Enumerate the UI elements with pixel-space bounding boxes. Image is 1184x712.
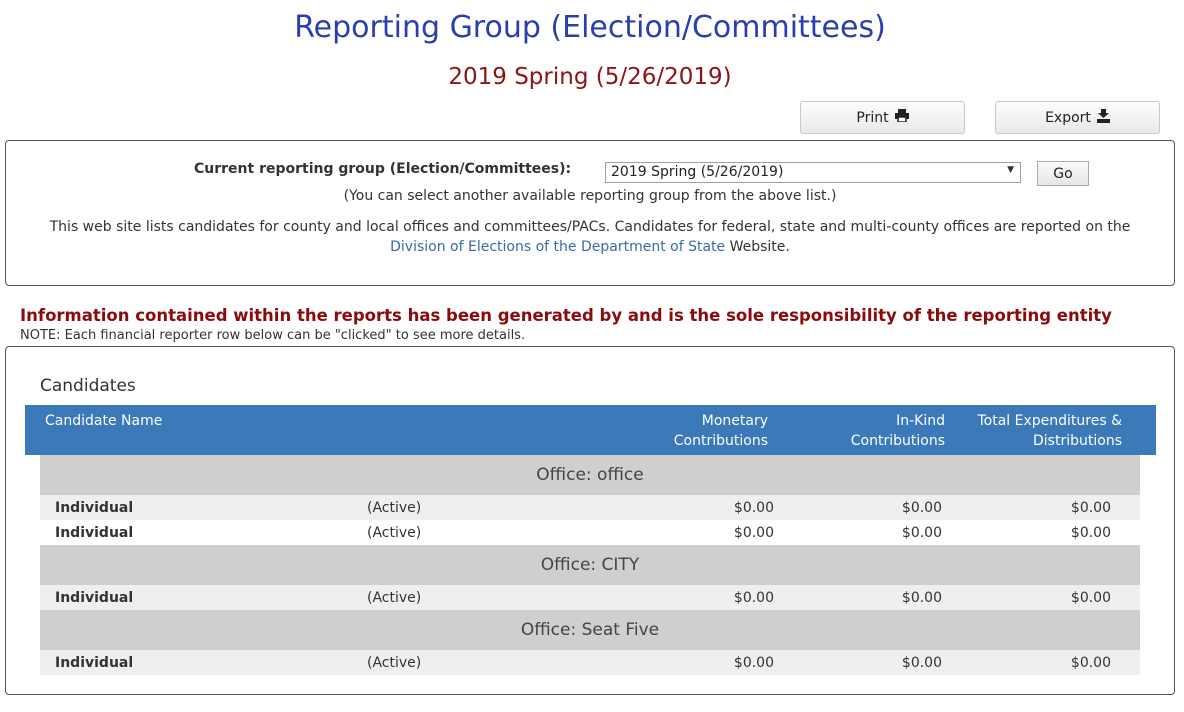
candidate-name: Individual bbox=[55, 525, 134, 541]
candidates-heading: Candidates bbox=[40, 376, 136, 396]
export-button-label: Export bbox=[1045, 109, 1091, 126]
page-subtitle: 2019 Spring (5/26/2019) bbox=[448, 64, 732, 90]
total-value: $0.00 bbox=[1070, 590, 1111, 606]
go-button[interactable]: Go bbox=[1037, 161, 1089, 186]
total-value: $0.00 bbox=[1070, 525, 1111, 541]
print-button[interactable]: Print bbox=[800, 101, 965, 134]
click-note: NOTE: Each financial reporter row below … bbox=[20, 328, 526, 343]
office-group-header: Office: office bbox=[40, 455, 1140, 495]
site-description-end: Website. bbox=[729, 239, 790, 255]
site-description: This web site lists candidates for count… bbox=[46, 217, 1134, 257]
col-total-expenditures: Total Expenditures & Distributions bbox=[977, 411, 1122, 451]
col-monetary-contributions: Monetary Contributions bbox=[674, 411, 768, 451]
candidate-row[interactable]: Individual (Active) $0.00 $0.00 $0.00 bbox=[40, 585, 1140, 610]
col-inkind-contributions: In-Kind Contributions bbox=[851, 411, 945, 451]
col-monetary-line1: Monetary bbox=[701, 413, 768, 429]
col-inkind-line2: Contributions bbox=[850, 433, 945, 449]
monetary-value: $0.00 bbox=[733, 655, 774, 671]
reporting-group-selected: 2019 Spring (5/26/2019) bbox=[611, 164, 784, 180]
candidate-row[interactable]: Individual (Active) $0.00 $0.00 $0.00 bbox=[40, 495, 1140, 520]
total-value: $0.00 bbox=[1070, 655, 1111, 671]
print-button-label: Print bbox=[856, 109, 889, 126]
col-total-line1: Total Expenditures & bbox=[977, 413, 1122, 429]
page-title: Reporting Group (Election/Committees) bbox=[294, 10, 886, 45]
candidate-name: Individual bbox=[55, 655, 134, 671]
reporting-group-select[interactable]: 2019 Spring (5/26/2019) ▼ bbox=[605, 162, 1021, 183]
export-button[interactable]: Export bbox=[995, 101, 1160, 134]
division-of-elections-link[interactable]: Division of Elections of the Department … bbox=[390, 239, 726, 255]
selector-hint: (You can select another available report… bbox=[343, 188, 837, 204]
col-candidate-name: Candidate Name bbox=[45, 413, 163, 429]
inkind-value: $0.00 bbox=[901, 500, 942, 516]
col-inkind-line1: In-Kind bbox=[896, 413, 945, 429]
chevron-down-icon: ▼ bbox=[1007, 165, 1014, 175]
total-value: $0.00 bbox=[1070, 500, 1111, 516]
inkind-value: $0.00 bbox=[901, 590, 942, 606]
responsibility-warning: Information contained within the reports… bbox=[20, 306, 1112, 325]
candidate-row[interactable]: Individual (Active) $0.00 $0.00 $0.00 bbox=[40, 520, 1140, 545]
candidates-table-header: Candidate Name Monetary Contributions In… bbox=[25, 405, 1156, 455]
candidate-name: Individual bbox=[55, 590, 134, 606]
candidate-status: (Active) bbox=[367, 525, 422, 541]
office-group-header: Office: CITY bbox=[40, 545, 1140, 585]
reporting-group-selector-panel: Current reporting group (Election/Commit… bbox=[5, 140, 1175, 286]
monetary-value: $0.00 bbox=[733, 500, 774, 516]
candidate-row[interactable]: Individual (Active) $0.00 $0.00 $0.00 bbox=[40, 650, 1140, 675]
candidate-status: (Active) bbox=[367, 590, 422, 606]
candidate-name: Individual bbox=[55, 500, 134, 516]
inkind-value: $0.00 bbox=[901, 655, 942, 671]
printer-icon bbox=[894, 109, 909, 126]
col-total-line2: Distributions bbox=[1033, 433, 1122, 449]
candidates-panel: Candidates Candidate Name Monetary Contr… bbox=[5, 346, 1175, 695]
monetary-value: $0.00 bbox=[733, 590, 774, 606]
col-monetary-line2: Contributions bbox=[673, 433, 768, 449]
export-icon bbox=[1096, 108, 1110, 127]
candidate-status: (Active) bbox=[367, 655, 422, 671]
office-group-header: Office: Seat Five bbox=[40, 610, 1140, 650]
site-description-text: This web site lists candidates for count… bbox=[49, 219, 1131, 235]
inkind-value: $0.00 bbox=[901, 525, 942, 541]
reporting-group-label: Current reporting group (Election/Commit… bbox=[194, 161, 572, 177]
candidate-status: (Active) bbox=[367, 500, 422, 516]
monetary-value: $0.00 bbox=[733, 525, 774, 541]
